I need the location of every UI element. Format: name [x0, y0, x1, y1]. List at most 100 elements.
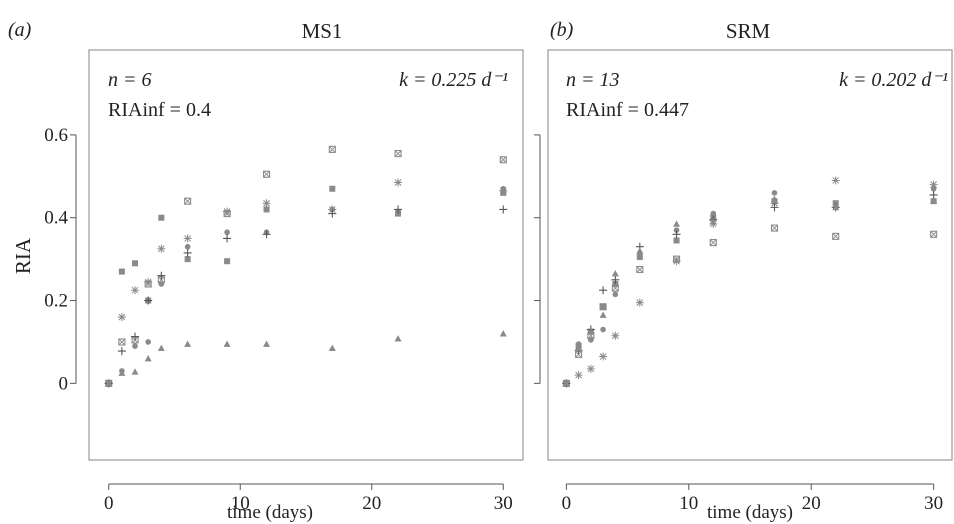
panel-a-point-circle: [329, 206, 336, 213]
panel-b-marks: [562, 176, 938, 388]
panel-b-point-boxed: [930, 230, 938, 238]
panel-b-point-triangle: [709, 218, 717, 225]
panel-a-point-plus: [223, 234, 232, 243]
panel-a-point-boxed: [328, 145, 336, 153]
panel-a-point-plus: [183, 248, 192, 257]
panel-b-point-triangle: [832, 203, 840, 211]
panel-b-point-boxed: [770, 224, 779, 232]
panel-a-x-tick-label: 0: [104, 493, 114, 514]
panel-a-point-boxed: [499, 156, 507, 164]
panel-a-point-square: [329, 185, 336, 192]
panel-a-point-circle: [158, 281, 165, 287]
panel-b-point-square: [832, 200, 839, 207]
panel-b-point-circle: [930, 185, 937, 192]
panel-a-y-tick-label: 0: [59, 373, 69, 394]
panel-b-point-triangle: [611, 270, 619, 277]
panel-a-point-plus: [328, 209, 337, 218]
panel-b-title: SRM: [726, 19, 771, 43]
panel-a-marks: [104, 145, 508, 388]
panel-b-point-star: [599, 352, 608, 361]
panel-a-point-plus: [144, 296, 153, 305]
panel-b-point-star: [586, 364, 595, 373]
panel-a-axes: 0 10 20 30 0 0.2 0.4 0.6: [44, 125, 513, 514]
panel-a-point-star: [144, 277, 153, 286]
panel-a-point-triangle: [144, 355, 152, 362]
panel-b-point-plus: [770, 203, 779, 212]
panel-b-point-triangle: [562, 379, 570, 387]
panel-a-point-square: [132, 260, 139, 267]
panel-b-point-circle: [710, 210, 717, 217]
panel-a-y-tick-label: 0.2: [44, 291, 68, 312]
panel-a-point-circle: [224, 229, 230, 236]
panel-b-k-label: k = 0.202 d⁻¹: [839, 69, 948, 91]
panel-a-point-star: [262, 199, 271, 208]
panel-a-point-circle: [184, 243, 191, 250]
panel-a-x-tick-label: 20: [362, 493, 381, 514]
panel-a-title: MS1: [302, 19, 343, 43]
panel-b-point-triangle: [575, 344, 583, 351]
panel-a-point-boxed: [118, 338, 126, 346]
panel-b-point-plus: [929, 190, 938, 199]
panel-a-point-circle: [145, 339, 151, 345]
panel-a-point-square: [118, 268, 125, 275]
panel-a-x-tick-label: 10: [231, 493, 250, 514]
panel-a-point-square: [158, 214, 165, 221]
panel-b-point-circle: [612, 291, 619, 298]
panel-a-point-square: [263, 206, 270, 213]
panel-b-point-circle: [771, 190, 778, 196]
panel-b-point-circle: [673, 227, 680, 233]
panel-b-x-axis-label: time (days): [707, 502, 793, 523]
panel-a-y-tick-label: 0.6: [44, 125, 68, 146]
panel-b-point-circle: [600, 326, 606, 333]
panel-b-point-star: [611, 331, 620, 340]
panel-b-point-triangle: [930, 197, 938, 204]
panel-a-point-star: [223, 207, 232, 216]
panel-a-tag: (a): [8, 19, 32, 41]
panel-a-x-tick-label: 30: [494, 493, 513, 514]
panel-a: (a) MS1 n = 6 RIAinf = 0.4 k = 0.225 d⁻¹…: [8, 19, 524, 523]
panel-a-point-triangle: [105, 379, 113, 387]
panel-a-point-triangle: [263, 340, 271, 347]
panel-b-point-triangle: [673, 220, 681, 227]
panel-a-point-triangle: [499, 330, 507, 337]
panel-b-n-label: n = 13: [566, 69, 620, 91]
panel-a-point-plus: [117, 347, 126, 356]
panel-b-point-star: [929, 180, 938, 189]
panel-a-point-plus: [131, 332, 140, 341]
y-axis-label: RIA: [11, 237, 35, 274]
panel-b-point-plus: [599, 286, 608, 295]
panel-b-point-star: [831, 176, 840, 185]
panel-a-point-triangle: [223, 340, 231, 347]
panel-a-point-triangle: [131, 368, 139, 375]
panel-b-point-square: [600, 303, 607, 310]
panel-a-point-circle: [132, 343, 138, 349]
panel-a-riainf-label: RIAinf = 0.4: [108, 99, 211, 121]
panel-b-point-boxed: [709, 239, 717, 247]
panel-a-point-star: [131, 286, 140, 295]
panel-a-point-plus: [499, 205, 508, 214]
panel-a-point-triangle: [394, 335, 402, 342]
panel-b-tag: (b): [550, 19, 574, 41]
panel-a-point-plus: [394, 205, 403, 214]
panel-b-point-star: [770, 199, 779, 208]
panel-b-point-triangle: [599, 311, 607, 318]
panel-a-point-plus: [262, 230, 271, 239]
panel-b-point-star: [635, 298, 644, 307]
panel-a-point-plus: [157, 271, 166, 280]
panel-a-point-triangle: [184, 340, 192, 347]
panel-a-point-triangle: [118, 369, 126, 376]
panel-a-point-star: [117, 313, 126, 322]
panel-a-k-label: k = 0.225 d⁻¹: [399, 69, 508, 91]
panel-a-point-circle: [500, 185, 507, 192]
panel-b-point-star: [574, 371, 583, 380]
panel-a-y-tick-label: 0.4: [44, 208, 68, 229]
panel-a-point-star: [157, 244, 166, 253]
panel-b-point-circle: [588, 337, 594, 343]
panel-a-point-square: [224, 258, 231, 265]
panel-b-point-square: [612, 280, 619, 287]
panel-b-x-tick-label: 30: [924, 493, 943, 514]
panel-b-point-star: [672, 257, 681, 266]
panel-b-point-square: [673, 237, 680, 244]
panel-b-x-tick-label: 0: [562, 493, 572, 514]
panel-b-point-triangle: [587, 328, 595, 335]
